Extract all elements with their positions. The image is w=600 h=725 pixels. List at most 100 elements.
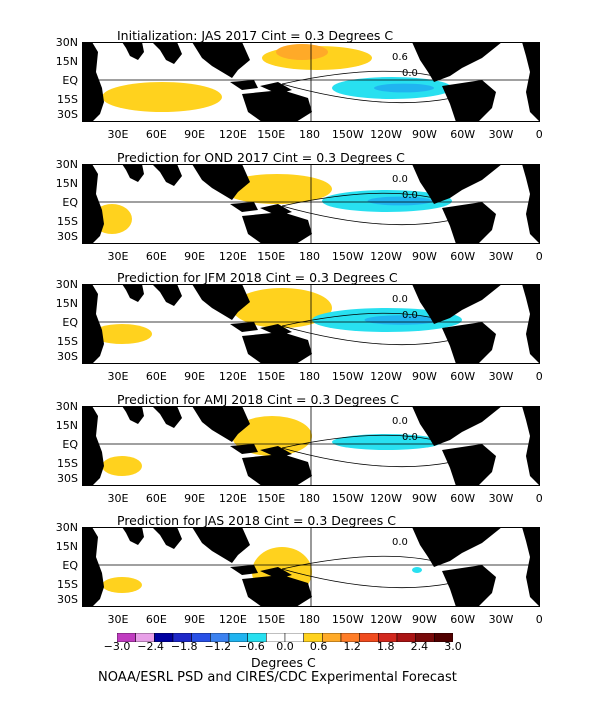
- lon-tick-label: 180: [299, 128, 320, 141]
- landmass: [412, 527, 502, 567]
- landmass: [442, 444, 496, 486]
- landmass: [230, 322, 258, 332]
- colorbar-tick-label: 0.6: [309, 640, 328, 653]
- lon-tick-label: 150W: [331, 370, 364, 383]
- warm-anomaly-core: [276, 44, 328, 60]
- lon-tick-label: 30W: [488, 128, 514, 141]
- colorbar-swatches: [116, 632, 454, 643]
- panel-title: Prediction for JAS 2018 Cint = 0.3 Degre…: [117, 513, 396, 528]
- contour-line: [281, 568, 453, 589]
- landmass: [152, 42, 182, 64]
- map-frame: [82, 527, 540, 607]
- panel-title: Prediction for JFM 2018 Cint = 0.3 Degre…: [117, 270, 398, 285]
- lon-tick-label: 150E: [257, 250, 286, 263]
- map-frame: [82, 284, 540, 364]
- lon-tick-label: 0: [535, 128, 543, 141]
- lat-tick-label: 30N: [55, 36, 78, 49]
- lon-tick-label: 30E: [107, 128, 129, 141]
- lon-tick-label: 120E: [218, 492, 247, 505]
- lat-tick-label: EQ: [62, 74, 78, 87]
- lon-tick-label: 180: [299, 613, 320, 626]
- lon-tick-label: 90W: [411, 613, 437, 626]
- lat-tick-label: 15S: [57, 578, 78, 591]
- lat-tick-label: 30S: [57, 593, 78, 606]
- cool-anomaly-core: [367, 196, 433, 206]
- lon-tick-label: 150W: [331, 250, 364, 263]
- contour-line: [281, 325, 453, 346]
- lat-tick-label: 30S: [57, 350, 78, 363]
- footer-credit: NOAA/ESRL PSD and CIRES/CDC Experimental…: [98, 670, 457, 685]
- landmass: [192, 284, 250, 320]
- warm-anomaly-region: [102, 577, 142, 593]
- colorbar-tick-label: −1.8: [170, 640, 198, 653]
- lon-tick-label: 90W: [411, 492, 437, 505]
- lon-tick-label: 60W: [450, 613, 476, 626]
- landmass: [242, 575, 312, 607]
- contour-line: [281, 555, 443, 570]
- landmass: [230, 202, 258, 212]
- landmass: [122, 164, 144, 182]
- lat-tick-label: 15S: [57, 215, 78, 228]
- lon-tick-label: 150W: [331, 613, 364, 626]
- lat-tick-label: 15N: [55, 540, 78, 553]
- cool-anomaly-core: [374, 83, 434, 93]
- lon-tick-label: 120W: [370, 492, 403, 505]
- lon-tick-label: 120W: [370, 370, 403, 383]
- landmass: [522, 284, 540, 364]
- landmass: [242, 90, 312, 122]
- landmass: [412, 406, 502, 446]
- colorbar-swatch: [359, 632, 379, 643]
- landmass: [522, 164, 540, 244]
- lat-tick-label: 30S: [57, 472, 78, 485]
- sst-anomaly-map: 0.0: [82, 527, 540, 607]
- landmass: [522, 406, 540, 486]
- warm-anomaly-region: [92, 324, 152, 344]
- contour-label: 0.6: [392, 52, 408, 63]
- lon-tick-label: 120E: [218, 613, 247, 626]
- contour-label: 0.0: [392, 416, 408, 427]
- colorbar-tick-label: −0.6: [238, 640, 265, 653]
- landmass: [152, 406, 182, 428]
- sst-anomaly-map: 0.00.0: [82, 164, 540, 244]
- lon-tick-label: 180: [299, 492, 320, 505]
- lon-tick-label: 180: [299, 370, 320, 383]
- lat-tick-label: 30N: [55, 400, 78, 413]
- sst-anomaly-map: 0.00.0: [82, 406, 540, 486]
- landmass: [230, 444, 258, 454]
- landmass: [122, 284, 144, 302]
- colorbar-tick-label: 1.2: [343, 640, 361, 653]
- landmass: [122, 42, 144, 60]
- lon-tick-label: 0: [535, 250, 543, 263]
- contour-label: 0.0: [392, 174, 408, 185]
- lat-tick-label: 30S: [57, 230, 78, 243]
- lon-tick-label: 30E: [107, 613, 129, 626]
- lon-tick-label: 60E: [145, 250, 167, 263]
- lat-tick-label: EQ: [62, 559, 78, 572]
- colorbar-tick-label: 2.4: [410, 640, 429, 653]
- warm-anomaly-region: [232, 288, 332, 328]
- lon-tick-label: 60E: [145, 128, 167, 141]
- lat-tick-label: 30N: [55, 158, 78, 171]
- warm-anomaly-region: [102, 82, 222, 112]
- landmass: [82, 406, 104, 486]
- landmass: [82, 527, 104, 607]
- lon-tick-label: 0: [535, 613, 543, 626]
- landmass: [442, 322, 496, 364]
- contour-line: [281, 83, 453, 104]
- lon-tick-label: 30W: [488, 370, 514, 383]
- lon-tick-label: 60E: [145, 370, 167, 383]
- landmass: [192, 406, 250, 442]
- map-frame: [82, 164, 540, 244]
- landmass: [82, 164, 104, 244]
- landmass: [242, 454, 312, 486]
- landmass: [152, 164, 182, 186]
- cool-anomaly-region: [412, 567, 422, 573]
- lon-tick-label: 30E: [107, 492, 129, 505]
- colorbar-tick-label: 3.0: [444, 640, 462, 653]
- lat-tick-label: 15N: [55, 297, 78, 310]
- lat-tick-label: 30N: [55, 278, 78, 291]
- lon-tick-label: 60W: [450, 370, 476, 383]
- lon-tick-label: 30W: [488, 492, 514, 505]
- forecast-panel: Prediction for AMJ 2018 Cint = 0.3 Degre…: [0, 392, 600, 510]
- forecast-panel: Prediction for JFM 2018 Cint = 0.3 Degre…: [0, 270, 600, 388]
